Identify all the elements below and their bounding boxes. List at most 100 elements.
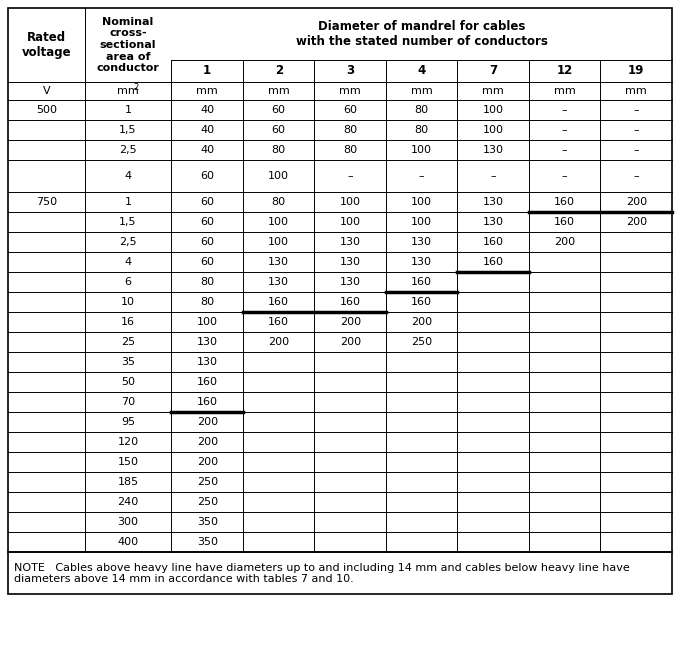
Text: 40: 40 <box>200 145 214 155</box>
Text: –: – <box>634 145 639 155</box>
Text: 200: 200 <box>554 237 575 247</box>
Text: 130: 130 <box>268 277 289 287</box>
Bar <box>8 552 672 594</box>
Text: 25: 25 <box>121 337 135 347</box>
Text: 80: 80 <box>200 297 214 307</box>
Text: 4: 4 <box>124 171 132 181</box>
Text: 80: 80 <box>343 145 357 155</box>
Text: 200: 200 <box>197 457 218 467</box>
Text: 19: 19 <box>628 64 645 77</box>
Text: 160: 160 <box>554 197 575 207</box>
Text: 3: 3 <box>346 64 354 77</box>
Text: 2: 2 <box>275 64 283 77</box>
Text: 300: 300 <box>118 517 139 527</box>
Text: 100: 100 <box>340 197 360 207</box>
Text: 100: 100 <box>483 105 504 115</box>
Text: mm: mm <box>268 86 290 96</box>
Text: 60: 60 <box>272 125 286 135</box>
Text: –: – <box>562 105 568 115</box>
Text: 200: 200 <box>339 317 361 327</box>
Text: 80: 80 <box>271 197 286 207</box>
Text: 40: 40 <box>200 105 214 115</box>
Text: 80: 80 <box>415 105 429 115</box>
Text: 70: 70 <box>121 397 135 407</box>
Text: 60: 60 <box>200 197 214 207</box>
Text: 160: 160 <box>483 257 504 267</box>
Text: 160: 160 <box>340 297 360 307</box>
Text: 160: 160 <box>483 237 504 247</box>
Text: 200: 200 <box>197 437 218 447</box>
Text: –: – <box>347 171 353 181</box>
Text: diameters above 14 mm in accordance with tables 7 and 10.: diameters above 14 mm in accordance with… <box>14 574 354 584</box>
Text: mm: mm <box>411 86 432 96</box>
Text: 200: 200 <box>626 197 647 207</box>
Text: –: – <box>419 171 424 181</box>
Text: 4: 4 <box>418 64 426 77</box>
Text: 12: 12 <box>557 64 573 77</box>
Text: 130: 130 <box>197 337 218 347</box>
Text: 100: 100 <box>483 125 504 135</box>
Text: mm: mm <box>626 86 647 96</box>
Text: 200: 200 <box>197 417 218 427</box>
Text: 100: 100 <box>268 217 289 227</box>
Text: 1: 1 <box>124 197 131 207</box>
Text: Nominal
cross-
sectional
area of
conductor: Nominal cross- sectional area of conduct… <box>97 17 160 73</box>
Text: 130: 130 <box>411 257 432 267</box>
Text: 100: 100 <box>340 217 360 227</box>
Text: 40: 40 <box>200 125 214 135</box>
Text: 7: 7 <box>489 64 497 77</box>
Text: 250: 250 <box>197 497 218 507</box>
Text: 1,5: 1,5 <box>119 125 137 135</box>
Text: 500: 500 <box>36 105 57 115</box>
Text: 60: 60 <box>272 105 286 115</box>
Text: 130: 130 <box>483 197 504 207</box>
Text: –: – <box>634 125 639 135</box>
Text: mm: mm <box>482 86 504 96</box>
Text: Diameter of mandrel for cables
with the stated number of conductors: Diameter of mandrel for cables with the … <box>296 20 547 48</box>
Text: 60: 60 <box>200 171 214 181</box>
Text: NOTE   Cables above heavy line have diameters up to and including 14 mm and cabl: NOTE Cables above heavy line have diamet… <box>14 563 630 573</box>
Text: 10: 10 <box>121 297 135 307</box>
Text: 130: 130 <box>483 145 504 155</box>
Text: 80: 80 <box>343 125 357 135</box>
Text: 160: 160 <box>268 297 289 307</box>
Text: 120: 120 <box>118 437 139 447</box>
Text: 95: 95 <box>121 417 135 427</box>
Text: 160: 160 <box>197 377 218 387</box>
Text: 80: 80 <box>415 125 429 135</box>
Text: 130: 130 <box>197 357 218 367</box>
Text: 100: 100 <box>411 217 432 227</box>
Text: 60: 60 <box>200 237 214 247</box>
Text: 185: 185 <box>118 477 139 487</box>
Text: 250: 250 <box>197 477 218 487</box>
Text: 200: 200 <box>626 217 647 227</box>
Text: 160: 160 <box>411 277 432 287</box>
Text: 130: 130 <box>340 257 360 267</box>
Text: 100: 100 <box>268 171 289 181</box>
Text: mm: mm <box>197 86 218 96</box>
Text: 160: 160 <box>197 397 218 407</box>
Text: 100: 100 <box>197 317 218 327</box>
Text: 160: 160 <box>411 297 432 307</box>
Text: 1: 1 <box>203 64 211 77</box>
Text: 4: 4 <box>124 257 132 267</box>
Text: 200: 200 <box>268 337 289 347</box>
Text: 130: 130 <box>340 237 360 247</box>
Text: –: – <box>562 171 568 181</box>
Text: 750: 750 <box>36 197 57 207</box>
Text: V: V <box>42 86 50 96</box>
Text: 100: 100 <box>411 145 432 155</box>
Text: 130: 130 <box>268 257 289 267</box>
Text: 200: 200 <box>411 317 432 327</box>
Text: 1: 1 <box>124 105 131 115</box>
Text: 60: 60 <box>200 257 214 267</box>
Text: 6: 6 <box>124 277 131 287</box>
Text: 50: 50 <box>121 377 135 387</box>
Text: 35: 35 <box>121 357 135 367</box>
Text: –: – <box>634 105 639 115</box>
Text: 80: 80 <box>200 277 214 287</box>
Text: 200: 200 <box>339 337 361 347</box>
Text: 1,5: 1,5 <box>119 217 137 227</box>
Text: –: – <box>562 145 568 155</box>
Text: 100: 100 <box>268 237 289 247</box>
